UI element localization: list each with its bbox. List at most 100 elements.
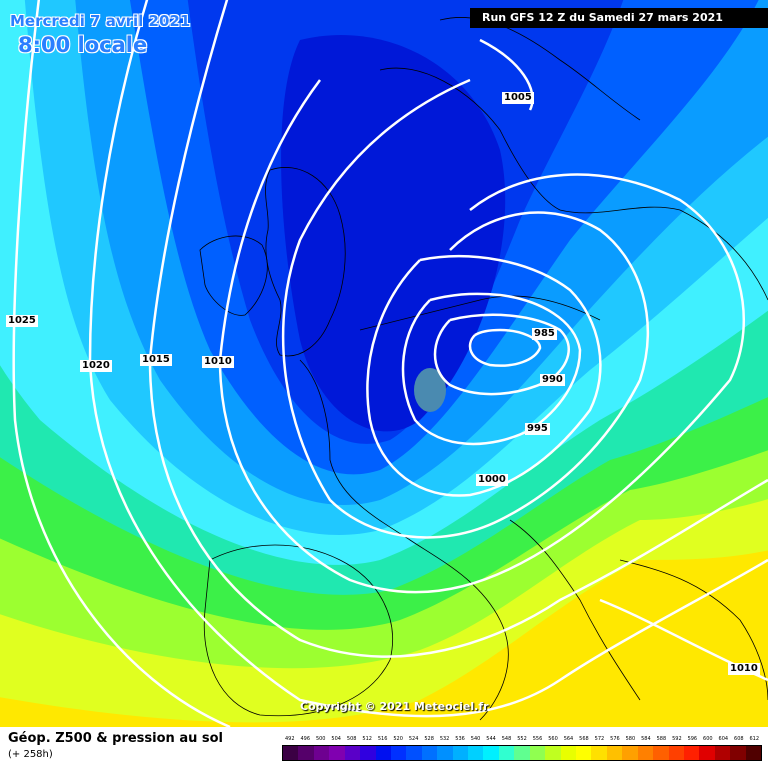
legend-tick-label: 568	[579, 736, 589, 742]
legend-subtitle: (+ 258h)	[8, 749, 53, 760]
legend-swatch	[622, 746, 638, 760]
legend-swatch	[576, 746, 592, 760]
legend-tick-label: 536	[455, 736, 465, 742]
isobar-label-1005: 1005	[502, 92, 534, 104]
coast-great-britain	[265, 167, 346, 357]
isobar-985-line	[468, 328, 542, 367]
legend-swatch	[514, 746, 530, 760]
cold-core-spot	[414, 368, 446, 412]
legend-area: Géop. Z500 & pression au sol (+ 258h) 49…	[0, 727, 768, 768]
isobar-label-1015: 1015	[140, 354, 172, 366]
isobar-label-1010-east: 1010	[728, 663, 760, 675]
isobar-1020-line	[88, 0, 768, 718]
coast-iberia	[203, 544, 393, 717]
legend-tick-labels: 492 496 500 504 508 512 516 520 524 528 532 536 540 5…	[282, 734, 762, 744]
legend-swatch	[421, 746, 438, 760]
legend-tick-label: 512	[362, 736, 372, 742]
legend-swatch	[283, 746, 299, 760]
legend-tick-label: 532	[439, 736, 450, 742]
legend-color-scale	[282, 745, 762, 761]
legend-swatch	[730, 746, 746, 760]
map-panel: 1025 1020 1015 1010 1005 1000 995 990 98…	[0, 0, 768, 727]
forecast-time: 8:00 locale	[18, 33, 148, 57]
legend-tick-label: 596	[687, 736, 698, 742]
band-deepblue	[281, 34, 506, 432]
legend-swatch	[329, 746, 345, 760]
legend-swatch	[683, 746, 700, 760]
legend-swatch	[483, 746, 499, 760]
legend-swatch	[560, 746, 577, 760]
legend-tick-label: 548	[501, 736, 512, 742]
isobar-label-1010-west: 1010	[202, 356, 234, 368]
isobar-995-line	[401, 292, 582, 446]
forecast-date: Mercredi 7 avril 2021	[10, 12, 191, 30]
coast-ireland	[199, 235, 268, 316]
legend-tick-label: 588	[656, 736, 667, 742]
legend-swatch	[313, 746, 330, 760]
isobar-1025-line	[12, 0, 231, 727]
legend-tick-label: 572	[594, 736, 605, 742]
legend-tick-label: 516	[377, 736, 388, 742]
legend-swatch	[375, 746, 391, 760]
legend-tick-label: 540	[470, 736, 481, 742]
legend-tick-label: 580	[625, 736, 636, 742]
isobar-label-990: 990	[540, 374, 565, 386]
legend-swatch	[298, 746, 314, 760]
legend-swatch	[529, 746, 546, 760]
legend-swatch	[437, 746, 453, 760]
isobar-label-995: 995	[525, 423, 550, 435]
legend-swatch	[406, 746, 422, 760]
legend-swatch	[668, 746, 684, 760]
isobar-label-985: 985	[532, 328, 557, 340]
legend-tick-label: 508	[346, 736, 357, 742]
legend-tick-label: 608	[734, 736, 744, 742]
legend-tick-label: 520	[393, 736, 403, 742]
isobar-1015-line	[148, 0, 768, 658]
legend-tick-label: 604	[718, 736, 729, 742]
legend-tick-label: 504	[331, 736, 341, 742]
isobar-label-1000: 1000	[476, 474, 508, 486]
coast-north-sea	[359, 295, 601, 331]
legend-tick-label: 544	[486, 736, 496, 742]
legend-swatch	[606, 746, 623, 760]
legend-swatch	[637, 746, 654, 760]
isobar-1010-west-line	[218, 79, 745, 594]
legend-tick-label: 612	[749, 736, 760, 742]
legend-tick-label: 576	[610, 736, 620, 742]
legend-tick-label: 528	[424, 736, 434, 742]
legend-tick-label: 552	[517, 736, 527, 742]
legend-tick-label: 492	[284, 736, 295, 742]
legend-tick-label: 500	[315, 736, 326, 742]
legend-swatch	[591, 746, 607, 760]
legend-swatch	[745, 746, 762, 760]
legend-tick-label: 600	[703, 736, 713, 742]
legend-tick-label: 524	[408, 736, 419, 742]
legend-swatch	[390, 746, 407, 760]
isobar-1000-line	[366, 255, 602, 497]
legend-swatch	[699, 746, 715, 760]
legend-swatch	[468, 746, 484, 760]
legend-tick-label: 584	[641, 736, 651, 742]
legend-tick-label: 556	[532, 736, 543, 742]
isobar-label-1025: 1025	[6, 315, 38, 327]
coast-france-west	[299, 359, 509, 721]
coast-italy	[509, 519, 641, 701]
geopotential-field	[0, 0, 768, 727]
run-info-banner: Run GFS 12 Z du Samedi 27 mars 2021	[470, 8, 768, 28]
legend-swatch	[545, 746, 561, 760]
legend-swatch	[344, 746, 361, 760]
legend-tick-label: 560	[548, 736, 558, 742]
legend-swatch	[498, 746, 515, 760]
coast-balkans	[619, 559, 768, 701]
isobar-1005-line	[281, 78, 650, 539]
legend-swatch	[452, 746, 469, 760]
copyright-text: Copyright © 2021 Meteociel.fr	[300, 700, 489, 713]
legend-swatch	[714, 746, 731, 760]
legend-tick-label: 564	[563, 736, 574, 742]
isobar-label-1020: 1020	[80, 360, 112, 372]
legend-swatch	[653, 746, 669, 760]
legend-tick-label: 592	[672, 736, 682, 742]
legend-title: Géop. Z500 & pression au sol	[8, 731, 223, 746]
legend-tick-label: 496	[300, 736, 310, 742]
